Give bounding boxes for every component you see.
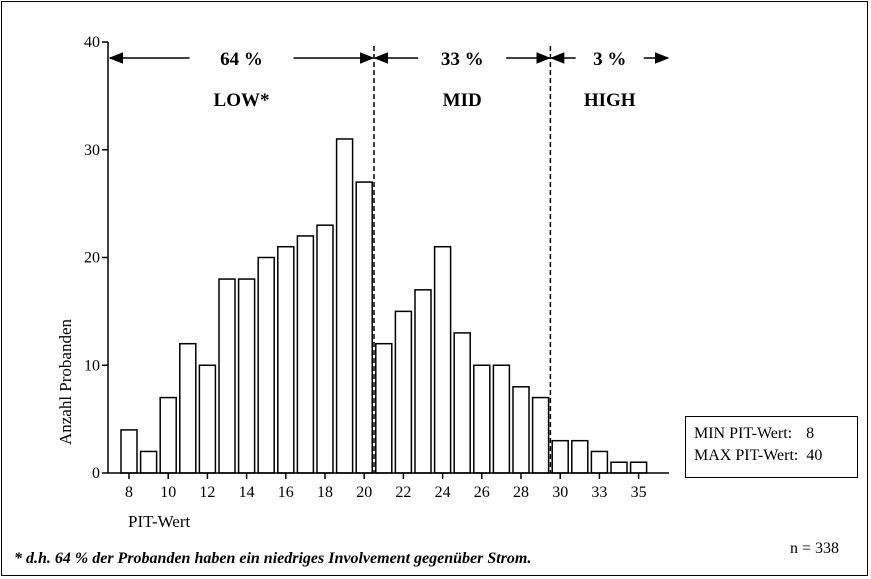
x-tick-label: 35 — [631, 484, 647, 501]
bar — [492, 364, 511, 474]
bar — [551, 439, 569, 474]
segment-label: LOW* — [214, 90, 270, 111]
min-label: MIN PIT-Wert: — [694, 425, 793, 442]
y-tick-label: 20 — [84, 250, 100, 267]
footnote: * d.h. 64 % der Probanden haben ein nied… — [14, 550, 531, 567]
bar — [531, 396, 550, 474]
bar — [257, 256, 275, 474]
y-tick-label: 10 — [84, 357, 100, 374]
bar — [296, 235, 315, 474]
sample-size-label: n = 338 — [790, 540, 840, 557]
bar — [159, 396, 177, 474]
bar — [355, 181, 373, 474]
bar — [433, 245, 452, 474]
bar — [316, 224, 334, 474]
bar — [139, 450, 158, 474]
min-value: 8 — [806, 425, 815, 442]
bar — [473, 364, 491, 474]
bar — [394, 310, 413, 474]
y-tick-label: 40 — [84, 34, 100, 51]
bar — [610, 461, 628, 474]
bar — [375, 342, 393, 474]
bar — [414, 289, 432, 474]
bar — [590, 450, 609, 474]
bar — [629, 461, 648, 474]
bar — [237, 278, 256, 474]
x-tick-label: 14 — [239, 484, 255, 501]
x-tick-label: 8 — [125, 484, 133, 501]
segment-label: MID — [443, 90, 482, 111]
max-label: MAX PIT-Wert: — [694, 447, 799, 464]
bar — [453, 332, 471, 474]
min-row: MIN PIT-Wert: 8 — [694, 423, 857, 445]
x-tick-label: 24 — [435, 484, 451, 501]
bar — [198, 364, 217, 474]
y-axis-title: Anzahl Probanden — [56, 318, 75, 445]
axes-group: 0 10 20 30 40 8 10 12 14 16 18 20 22 24 26 28 30 33 35 — [84, 34, 669, 501]
max-row: MAX PIT-Wert: 40 — [694, 445, 857, 467]
bar — [571, 439, 589, 474]
y-tick-label: 0 — [92, 465, 100, 482]
bar — [218, 278, 236, 474]
segments-group: 64 % LOW* 33 % MID 3 % HIGH — [108, 46, 670, 473]
bar — [512, 386, 530, 474]
x-tick-label: 16 — [278, 484, 294, 501]
x-tick-label: 12 — [199, 484, 215, 501]
min-max-info-box: MIN PIT-Wert: 8 MAX PIT-Wert: 40 — [685, 416, 858, 478]
segment-percent: 64 % — [220, 49, 263, 70]
bar — [120, 429, 138, 474]
bar — [335, 138, 354, 474]
bar — [277, 245, 295, 474]
bars-group — [120, 138, 648, 474]
x-tick-label: 18 — [317, 484, 333, 501]
x-tick-label: 20 — [356, 484, 372, 501]
x-tick-label: 28 — [513, 484, 529, 501]
x-tick-label: 30 — [552, 484, 568, 501]
x-tick-label: 10 — [160, 484, 176, 501]
max-value: 40 — [806, 447, 823, 464]
x-axis-title: PIT-Wert — [128, 512, 190, 531]
x-tick-label: 33 — [591, 484, 607, 501]
segment-percent: 3 % — [593, 49, 626, 70]
segment-label: HIGH — [584, 90, 636, 111]
segment-percent: 33 % — [441, 49, 484, 70]
x-tick-label: 22 — [395, 484, 411, 501]
x-tick-label: 26 — [474, 484, 490, 501]
bar — [179, 342, 197, 474]
y-tick-label: 30 — [84, 142, 100, 159]
